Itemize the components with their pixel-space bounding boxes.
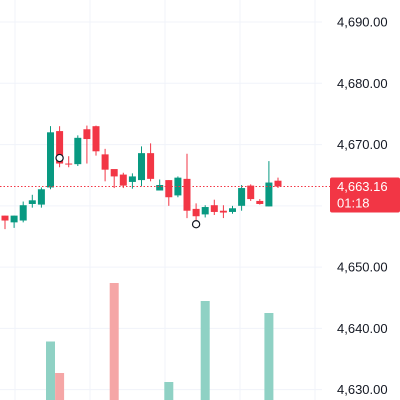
candle-body — [110, 169, 118, 177]
candle-body — [210, 205, 218, 212]
candle-body — [28, 200, 36, 204]
candle-body — [165, 180, 173, 198]
candle-body — [138, 153, 145, 181]
markers — [55, 153, 201, 229]
candle-body — [37, 189, 45, 205]
candle — [247, 184, 255, 201]
candle — [65, 156, 73, 168]
candle — [74, 135, 82, 167]
candle — [1, 215, 9, 230]
candle — [138, 146, 145, 187]
candle-body — [1, 215, 9, 221]
candle — [274, 177, 282, 189]
candle — [28, 194, 36, 208]
trade-marker-icon — [55, 153, 64, 163]
candle — [147, 143, 155, 182]
y-tick-label: 4,630.00 — [337, 382, 388, 397]
candle-body — [65, 163, 73, 165]
candle — [110, 169, 118, 189]
candle — [165, 180, 173, 206]
candle-body — [238, 188, 246, 206]
candle-body — [256, 200, 264, 204]
candle — [10, 215, 18, 228]
candle-body — [247, 185, 255, 200]
candle-body — [174, 177, 182, 196]
y-tick-label: 4,670.00 — [337, 137, 388, 152]
y-tick-label: 4,640.00 — [337, 321, 388, 336]
candle — [156, 179, 164, 191]
y-tick-label: 4,650.00 — [337, 260, 388, 275]
candle-body — [192, 208, 200, 217]
candle-body — [47, 132, 54, 188]
current-price-value: 4,663.16 — [337, 179, 388, 194]
trade-marker-icon — [191, 219, 201, 229]
volume-bar — [200, 301, 210, 400]
grid — [0, 0, 322, 400]
candle-body — [56, 131, 64, 164]
candle — [101, 148, 109, 182]
candle — [119, 172, 127, 189]
candle — [256, 199, 264, 205]
candle-body — [274, 180, 282, 187]
candle-body — [201, 207, 209, 215]
current-price-label: 4,663.16 01:18 — [330, 177, 400, 213]
candle — [47, 126, 54, 190]
candle-body — [74, 137, 82, 165]
candle-body — [128, 176, 136, 182]
candle-body — [119, 174, 127, 186]
candle — [229, 205, 236, 214]
volume-bar — [264, 313, 274, 400]
price-axis[interactable]: 4,690.00 4,680.00 4,670.00 4,650.00 4,640.00… — [337, 15, 388, 398]
candle-body — [101, 154, 109, 170]
candle-body — [219, 210, 227, 213]
candle — [238, 184, 246, 211]
candle — [83, 125, 91, 164]
y-tick-label: 4,690.00 — [337, 15, 388, 30]
candles — [1, 125, 282, 230]
volume-bar — [109, 283, 119, 400]
volume-bar — [46, 341, 55, 400]
candle — [92, 125, 100, 156]
candle-body — [147, 153, 155, 179]
candle-body — [229, 208, 236, 212]
candle-body — [10, 215, 18, 223]
bar-countdown: 01:18 — [337, 195, 370, 210]
candle-body — [19, 205, 27, 221]
candle — [174, 176, 182, 198]
volume-bar — [164, 382, 174, 400]
y-tick-label: 4,680.00 — [337, 76, 388, 91]
candle-body — [83, 129, 91, 140]
volume-bar — [55, 373, 65, 400]
current-price-box — [330, 177, 400, 213]
candle — [219, 205, 227, 219]
candle — [201, 205, 209, 218]
volume-bars — [46, 283, 274, 400]
candle — [37, 187, 45, 208]
candle — [265, 161, 273, 207]
candle-body — [156, 184, 164, 191]
candle-body — [183, 178, 191, 211]
candle — [128, 173, 136, 189]
candle-body — [92, 126, 100, 152]
candle — [19, 201, 27, 223]
candle — [210, 199, 218, 216]
candle — [183, 153, 191, 219]
candle-body — [265, 182, 273, 207]
